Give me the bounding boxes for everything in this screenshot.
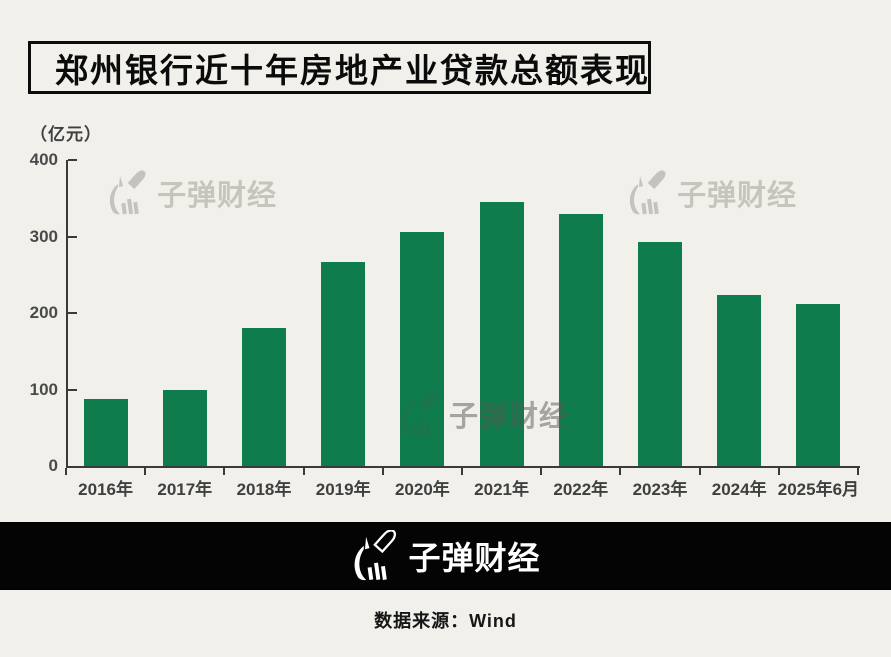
bar-2017年 <box>162 389 207 466</box>
x-axis-label: 2023年 <box>632 480 688 499</box>
x-axis-tick <box>777 468 780 475</box>
y-axis-tick-label: 400 <box>29 150 58 169</box>
x-axis-tick <box>65 468 67 475</box>
x-axis-label: 2016年 <box>78 480 133 499</box>
x-axis-tick <box>381 468 384 475</box>
x-axis-label: 2025年6月 <box>777 480 860 499</box>
x-axis-tick <box>857 468 859 475</box>
x-axis-label: 2022年 <box>553 480 609 499</box>
bullet-finance-logo-icon <box>355 530 397 581</box>
footer-logo-text: 子弹财经 <box>408 540 541 576</box>
data-source-label: 数据来源：Wind <box>374 611 517 631</box>
bar-2018年 <box>242 327 286 466</box>
x-axis-label: 2018年 <box>236 480 292 499</box>
chart-title: 郑州银行近十年房地产业贷款总额表现 <box>55 51 650 89</box>
x-axis-tick <box>540 468 543 475</box>
y-axis-tick <box>68 312 77 314</box>
y-axis-line <box>66 160 68 468</box>
watermark-text: 子弹财经 <box>157 180 278 212</box>
bar-2023年 <box>638 241 682 466</box>
x-axis-label: 2021年 <box>474 480 529 499</box>
bullet-finance-logo-icon <box>109 170 146 215</box>
watermark: 子弹财经 <box>626 170 797 216</box>
x-axis-label: 2017年 <box>157 480 213 499</box>
x-axis-tick <box>619 468 622 475</box>
bar-2021年 <box>479 202 524 466</box>
bar-2024年 <box>717 295 762 466</box>
y-axis-tick-label: 300 <box>29 226 58 246</box>
y-axis-unit-label: （亿元） <box>30 125 102 144</box>
x-axis-label: 2024年 <box>711 480 767 499</box>
x-axis-tick <box>223 468 226 475</box>
y-axis-tick-label: 0 <box>48 456 58 475</box>
bar-2020年 <box>400 231 445 466</box>
bar-2025年6月 <box>796 303 841 466</box>
watermark: 子弹财经 <box>106 170 277 216</box>
x-axis-tick <box>302 468 305 475</box>
x-axis-line <box>66 466 860 468</box>
x-axis-label: 2019年 <box>315 480 371 499</box>
x-axis-tick <box>144 468 147 475</box>
bar-2019年 <box>321 261 366 466</box>
y-axis-tick <box>68 388 77 391</box>
x-axis-tick <box>698 468 701 475</box>
y-axis-tick-label: 200 <box>29 303 58 322</box>
x-axis-tick <box>461 468 463 475</box>
bar-2016年 <box>83 398 128 466</box>
y-axis-tick-label: 100 <box>29 379 58 399</box>
bar-2022年 <box>558 213 603 466</box>
bullet-finance-logo-icon <box>629 170 666 215</box>
y-axis-tick <box>68 235 77 238</box>
footer-logo-bar: 子弹财经 <box>0 522 891 590</box>
chart-title-box: 郑州银行近十年房地产业贷款总额表现 <box>28 41 651 94</box>
y-axis-tick <box>68 159 77 161</box>
watermark-text: 子弹财经 <box>677 180 798 212</box>
x-axis-label: 2020年 <box>394 480 450 499</box>
